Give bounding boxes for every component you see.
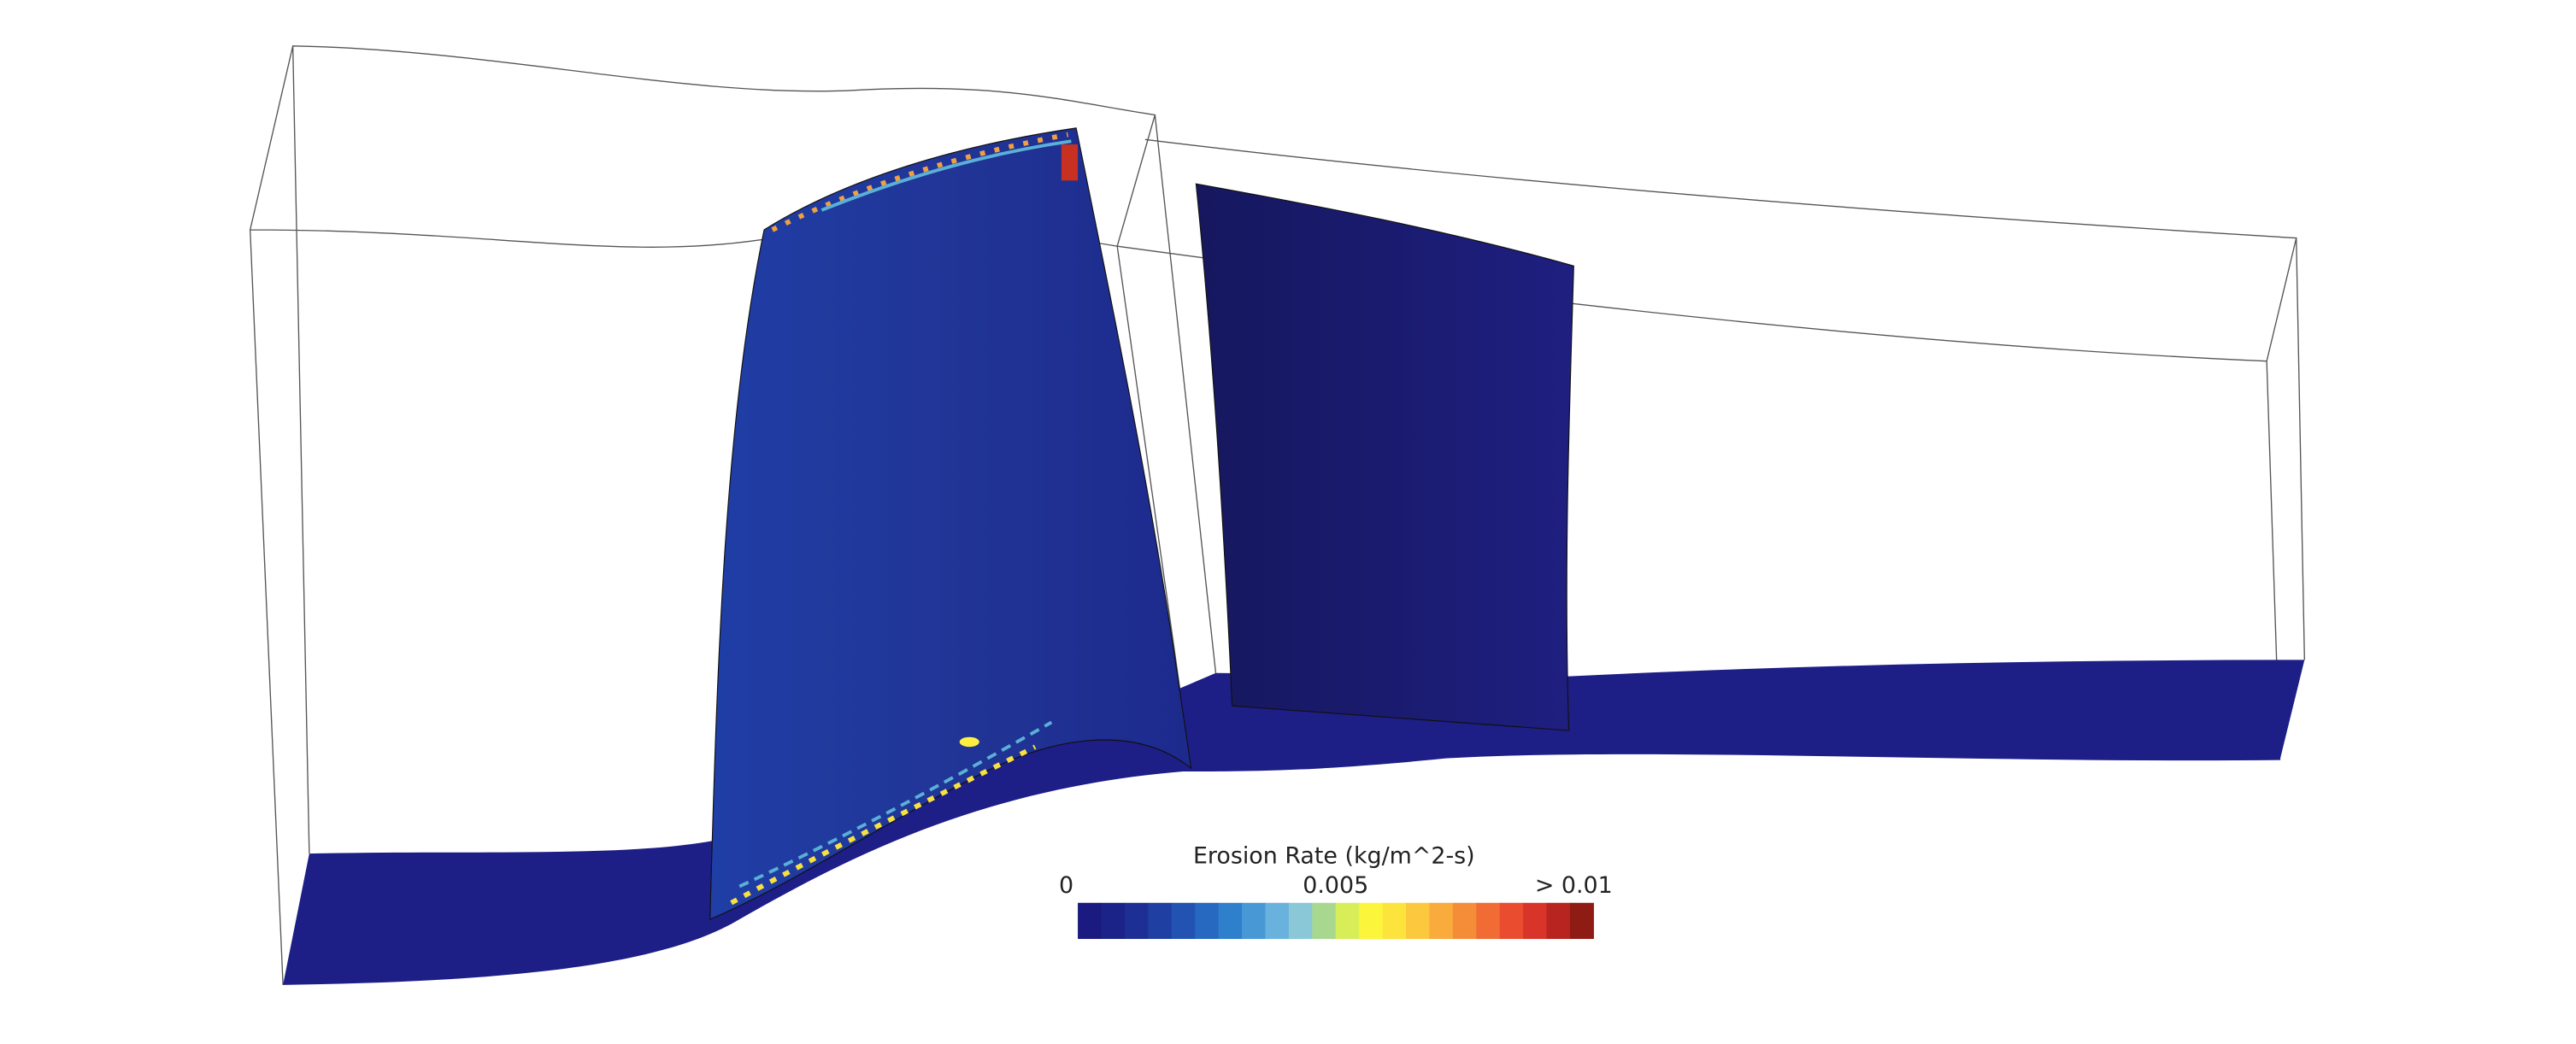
colorbar: Erosion Rate (kg/m^2-s) 0 0.005 > 0.01 — [1059, 842, 1613, 940]
erosion-hotspots — [730, 132, 1079, 906]
colorbar-cell — [1218, 902, 1243, 940]
colorbar-cell — [1242, 902, 1267, 940]
colorbar-cell — [1124, 902, 1149, 940]
scene — [249, 45, 2306, 985]
colorbar-tick-label: 0 — [1059, 872, 1073, 899]
colorbar-cell — [1195, 902, 1220, 940]
colorbar-cell — [1382, 902, 1407, 940]
colorbar-cell — [1452, 902, 1477, 940]
colorbar-tick-label: 0.005 — [1303, 872, 1368, 899]
colorbar-title: Erosion Rate (kg/m^2-s) — [1193, 842, 1475, 869]
colorbar-cell — [1405, 902, 1430, 940]
rotor-blade — [709, 127, 1192, 920]
colorbar-cell — [1288, 902, 1313, 940]
stator-blade — [1195, 183, 1574, 731]
colorbar-cell — [1171, 902, 1196, 940]
colorbar-cell — [1476, 902, 1501, 940]
colorbar-cell — [1569, 902, 1594, 940]
colorbar-cell — [1265, 902, 1290, 940]
colorbar-cell — [1312, 902, 1337, 940]
colorbar-cell — [1101, 902, 1126, 940]
colorbar-cell — [1148, 902, 1173, 940]
domain-outline — [249, 45, 1217, 985]
colorbar-cell — [1546, 902, 1571, 940]
colorbar-cell — [1359, 902, 1384, 940]
colorbar-cell — [1499, 902, 1524, 940]
colorbar-cell — [1078, 902, 1103, 940]
colorbar-cell — [1429, 902, 1454, 940]
colorbar-tick-label: > 0.01 — [1535, 872, 1613, 899]
hub-surface — [283, 660, 2305, 985]
colorbar-cell — [1335, 902, 1360, 940]
colorbar-cell — [1523, 902, 1548, 940]
